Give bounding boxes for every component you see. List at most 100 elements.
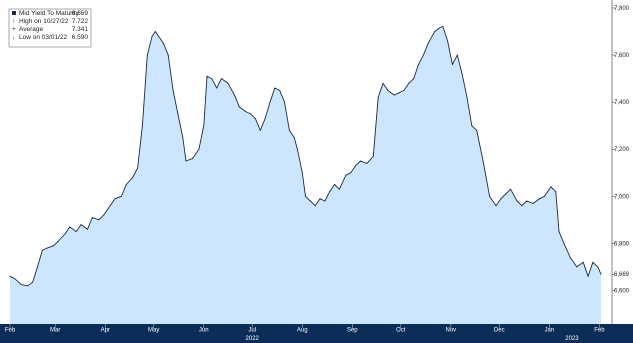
data-point xyxy=(319,198,321,200)
legend-label: Mid Yield To Maturity xyxy=(19,10,80,17)
data-point xyxy=(259,129,261,131)
data-point xyxy=(216,87,218,89)
data-point xyxy=(284,101,285,103)
data-point xyxy=(91,217,93,218)
x-tick-label: Apr xyxy=(101,328,110,334)
y-tick-label: 7,600 xyxy=(614,53,630,59)
data-point xyxy=(234,94,235,96)
x-tick-label: Feb xyxy=(5,328,16,334)
data-point xyxy=(245,111,247,113)
data-point xyxy=(182,137,184,138)
legend-marker-plus-icon: + xyxy=(12,26,16,33)
data-point xyxy=(558,231,560,233)
data-point xyxy=(274,87,276,89)
data-point xyxy=(206,75,208,77)
x-tick-label: Jan xyxy=(544,328,554,334)
x-tick-label: Feb xyxy=(594,328,605,334)
x-tick-label: Oct xyxy=(396,328,406,334)
data-point xyxy=(279,89,281,91)
data-point xyxy=(132,177,134,178)
y-tick-label: 6,800 xyxy=(614,241,630,247)
data-point xyxy=(250,113,252,115)
data-point xyxy=(377,96,379,98)
data-point xyxy=(563,242,565,244)
y-tick-label: 7,000 xyxy=(614,194,630,200)
data-point xyxy=(158,35,160,37)
data-point xyxy=(456,54,458,56)
data-point xyxy=(87,228,88,230)
data-point xyxy=(422,54,424,56)
legend-label: Low on 03/01/22 xyxy=(19,34,67,41)
data-point xyxy=(125,184,127,185)
legend-label: High on 10/27/22 xyxy=(19,18,69,25)
data-point xyxy=(57,240,59,242)
legend-value: 6.669 xyxy=(72,10,89,17)
data-point xyxy=(442,25,444,27)
data-point xyxy=(167,54,169,56)
data-point xyxy=(482,160,484,162)
data-point xyxy=(203,125,205,127)
data-point xyxy=(500,198,502,200)
data-point xyxy=(32,281,34,283)
legend-item: ↓ Low on 03/01/22 6.590 xyxy=(12,34,88,41)
data-point xyxy=(461,73,463,75)
data-point xyxy=(41,249,43,251)
data-point xyxy=(172,89,174,91)
data-point xyxy=(309,200,311,202)
data-point xyxy=(114,198,116,200)
data-point xyxy=(338,188,340,190)
x-year-label: 2023 xyxy=(565,336,579,342)
data-point xyxy=(227,82,229,84)
x-tick-label: Sep xyxy=(347,328,358,334)
data-point xyxy=(301,172,303,174)
data-point xyxy=(20,284,22,286)
data-point xyxy=(137,167,139,169)
data-point xyxy=(9,275,11,277)
data-point xyxy=(359,160,361,162)
data-point xyxy=(269,101,271,103)
x-year-label: 2022 xyxy=(246,336,260,342)
data-point xyxy=(597,266,599,268)
legend-marker-down-arrow-icon: ↓ xyxy=(12,34,15,41)
data-point xyxy=(495,205,497,207)
data-point xyxy=(221,78,222,80)
data-point xyxy=(372,155,374,157)
data-point xyxy=(387,89,389,91)
data-point xyxy=(544,195,545,197)
data-point xyxy=(427,42,429,44)
data-point xyxy=(75,231,77,233)
data-point xyxy=(141,125,143,127)
data-point xyxy=(521,205,523,207)
data-point xyxy=(393,94,395,96)
data-point xyxy=(555,191,557,193)
y-tick-label: 7,200 xyxy=(614,147,630,153)
line-layer xyxy=(9,25,602,287)
data-point xyxy=(451,64,453,65)
x-axis: Feb Mar Apr May Jun Jul Aug Sep Oct Nov Dec Jan Feb 2… xyxy=(0,324,633,343)
y-tick-label: 7,400 xyxy=(614,100,630,106)
data-point xyxy=(539,198,541,200)
data-point xyxy=(329,191,331,193)
data-point xyxy=(154,31,156,32)
y-tick-label: 6,669 xyxy=(614,272,630,278)
legend-value: 6.590 xyxy=(72,34,89,41)
legend-value: 7.341 xyxy=(72,26,89,33)
data-point xyxy=(177,113,179,115)
x-tick-label: Aug xyxy=(297,328,308,334)
data-point xyxy=(151,35,153,37)
data-point xyxy=(146,54,148,56)
data-point xyxy=(350,172,352,174)
y-tick-label: 7,800 xyxy=(614,6,630,12)
data-point xyxy=(587,275,589,277)
data-point xyxy=(532,202,534,204)
data-point xyxy=(324,200,326,202)
series-area xyxy=(10,26,601,325)
data-point xyxy=(600,273,602,275)
y-tick-label: 6,600 xyxy=(614,288,630,294)
data-point xyxy=(489,195,491,197)
data-point xyxy=(334,184,336,185)
data-point xyxy=(211,78,213,80)
data-point xyxy=(37,266,38,268)
